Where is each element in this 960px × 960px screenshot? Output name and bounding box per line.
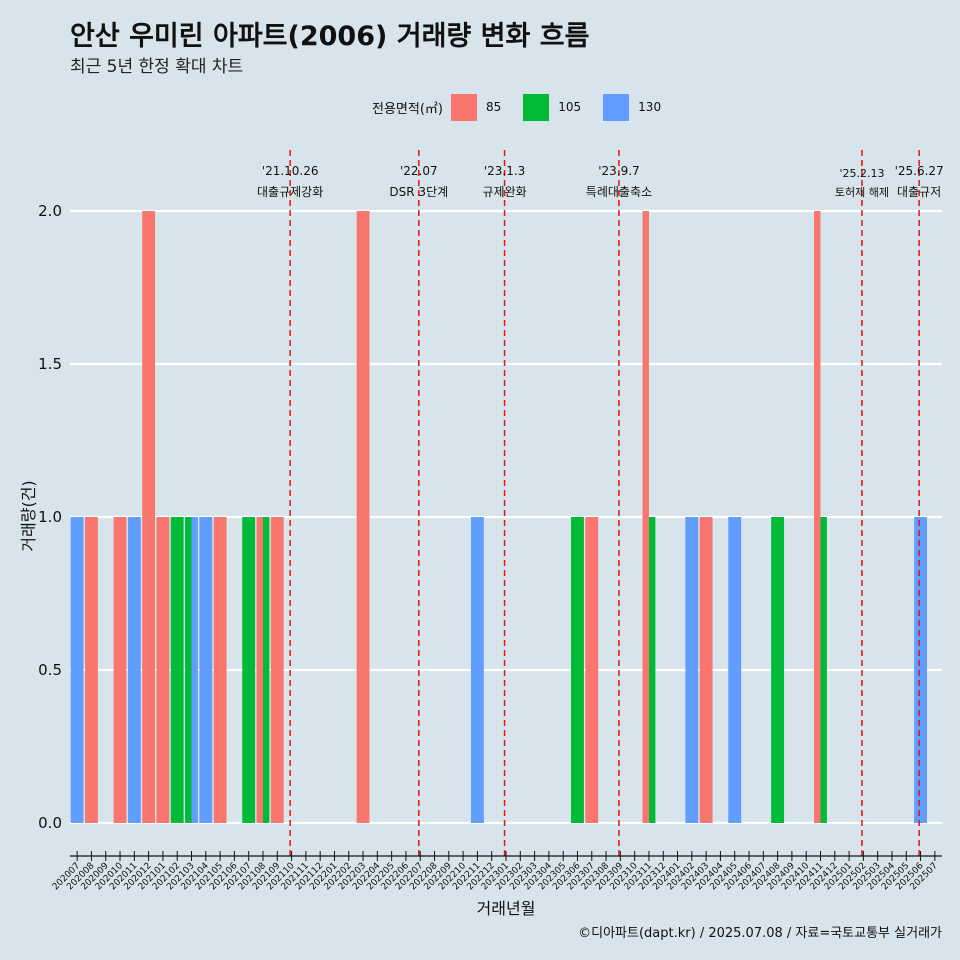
event-label-4: 토허제 해제 [835, 185, 889, 199]
chart-subtitle: 최근 5년 한정 확대 차트 [70, 57, 244, 77]
chart-title: 안산 우미린 아파트(2006) 거래량 변화 흐름 [70, 21, 590, 52]
event-date-1: '22.07 [400, 164, 438, 178]
bar-202411-105 [820, 517, 827, 823]
bar-202010-85 [113, 517, 127, 823]
bar-202101-85 [156, 517, 170, 823]
y-tick-label-0: 0.0 [38, 814, 62, 832]
event-label-0: 대출규제강화 [257, 185, 323, 199]
event-date-2: '23.1.3 [484, 164, 525, 178]
bars [70, 211, 927, 823]
bar-202203-85 [356, 211, 370, 823]
bar-202405-130 [728, 517, 742, 823]
x-axis-title: 거래년월 [477, 899, 536, 918]
event-label-1: DSR 3단계 [389, 185, 448, 199]
bar-202408-105 [771, 517, 785, 823]
bar-202109-85 [270, 517, 284, 823]
legend-key-85 [450, 93, 477, 121]
bar-202311-85 [642, 211, 649, 823]
bar-202402-130 [685, 517, 699, 823]
event-date-4: '25.2.13 [839, 167, 884, 180]
event-label-5: 대출규저 [897, 185, 941, 199]
source-caption: ©디아파트(dapt.kr) / 2025.07.08 / 자료=국토교통부 실… [578, 926, 942, 941]
bar-202211-130 [470, 517, 484, 823]
bar-202306-105 [571, 517, 584, 823]
bar-202105-85 [213, 517, 227, 823]
legend-key-105 [523, 93, 550, 121]
bar-202007-130 [70, 517, 84, 823]
y-tick-label-2: 1.0 [38, 508, 62, 526]
bar-202103-130 [191, 517, 198, 823]
bar-202107-105 [242, 517, 256, 823]
legend-label-130: 130 [638, 100, 662, 114]
event-date-5: '25.6.27 [895, 164, 944, 178]
x-axis: 2020072020082020092020102020112020122021… [51, 851, 942, 892]
bar-202008-85 [85, 517, 98, 823]
y-tick-label-3: 1.5 [38, 355, 62, 373]
event-lines [289, 150, 920, 856]
bar-202108-85 [256, 517, 263, 823]
legend-label-85: 85 [485, 100, 502, 114]
y-axis-title: 거래량(건) [19, 480, 38, 551]
annotations: '21.10.26 대출규제강화 '22.07 DSR 3단계 '23.1.3 규제완화 '… [257, 164, 944, 199]
bar-202411-85 [814, 211, 821, 823]
legend-title: 전용면적(㎡) [372, 101, 443, 117]
bar-202108-105 [262, 517, 270, 823]
y-axis: 0.0 0.5 1.0 1.5 2.0 [38, 202, 62, 832]
event-label-2: 규제완화 [482, 185, 526, 199]
bar-202311-105 [648, 517, 656, 823]
event-date-0: '21.10.26 [262, 164, 319, 178]
bar-202403-85 [699, 517, 713, 823]
y-tick-label-1: 0.5 [38, 661, 62, 679]
event-date-3: '23.9.7 [598, 164, 639, 178]
bar-202506-130 [914, 517, 927, 823]
bar-202103-105 [185, 517, 192, 823]
bar-202307-85 [585, 517, 599, 823]
bar-202104-130 [199, 517, 213, 823]
legend-key-130 [603, 93, 630, 121]
legend: 전용면적(㎡) 85 105 130 [372, 93, 683, 121]
bar-202012-85 [142, 211, 156, 823]
bar-202011-130 [127, 517, 141, 823]
bar-202102-105 [170, 517, 184, 823]
y-tick-label-4: 2.0 [38, 202, 62, 220]
event-label-3: 특례대출축소 [586, 185, 652, 199]
legend-label-105: 105 [558, 100, 582, 114]
